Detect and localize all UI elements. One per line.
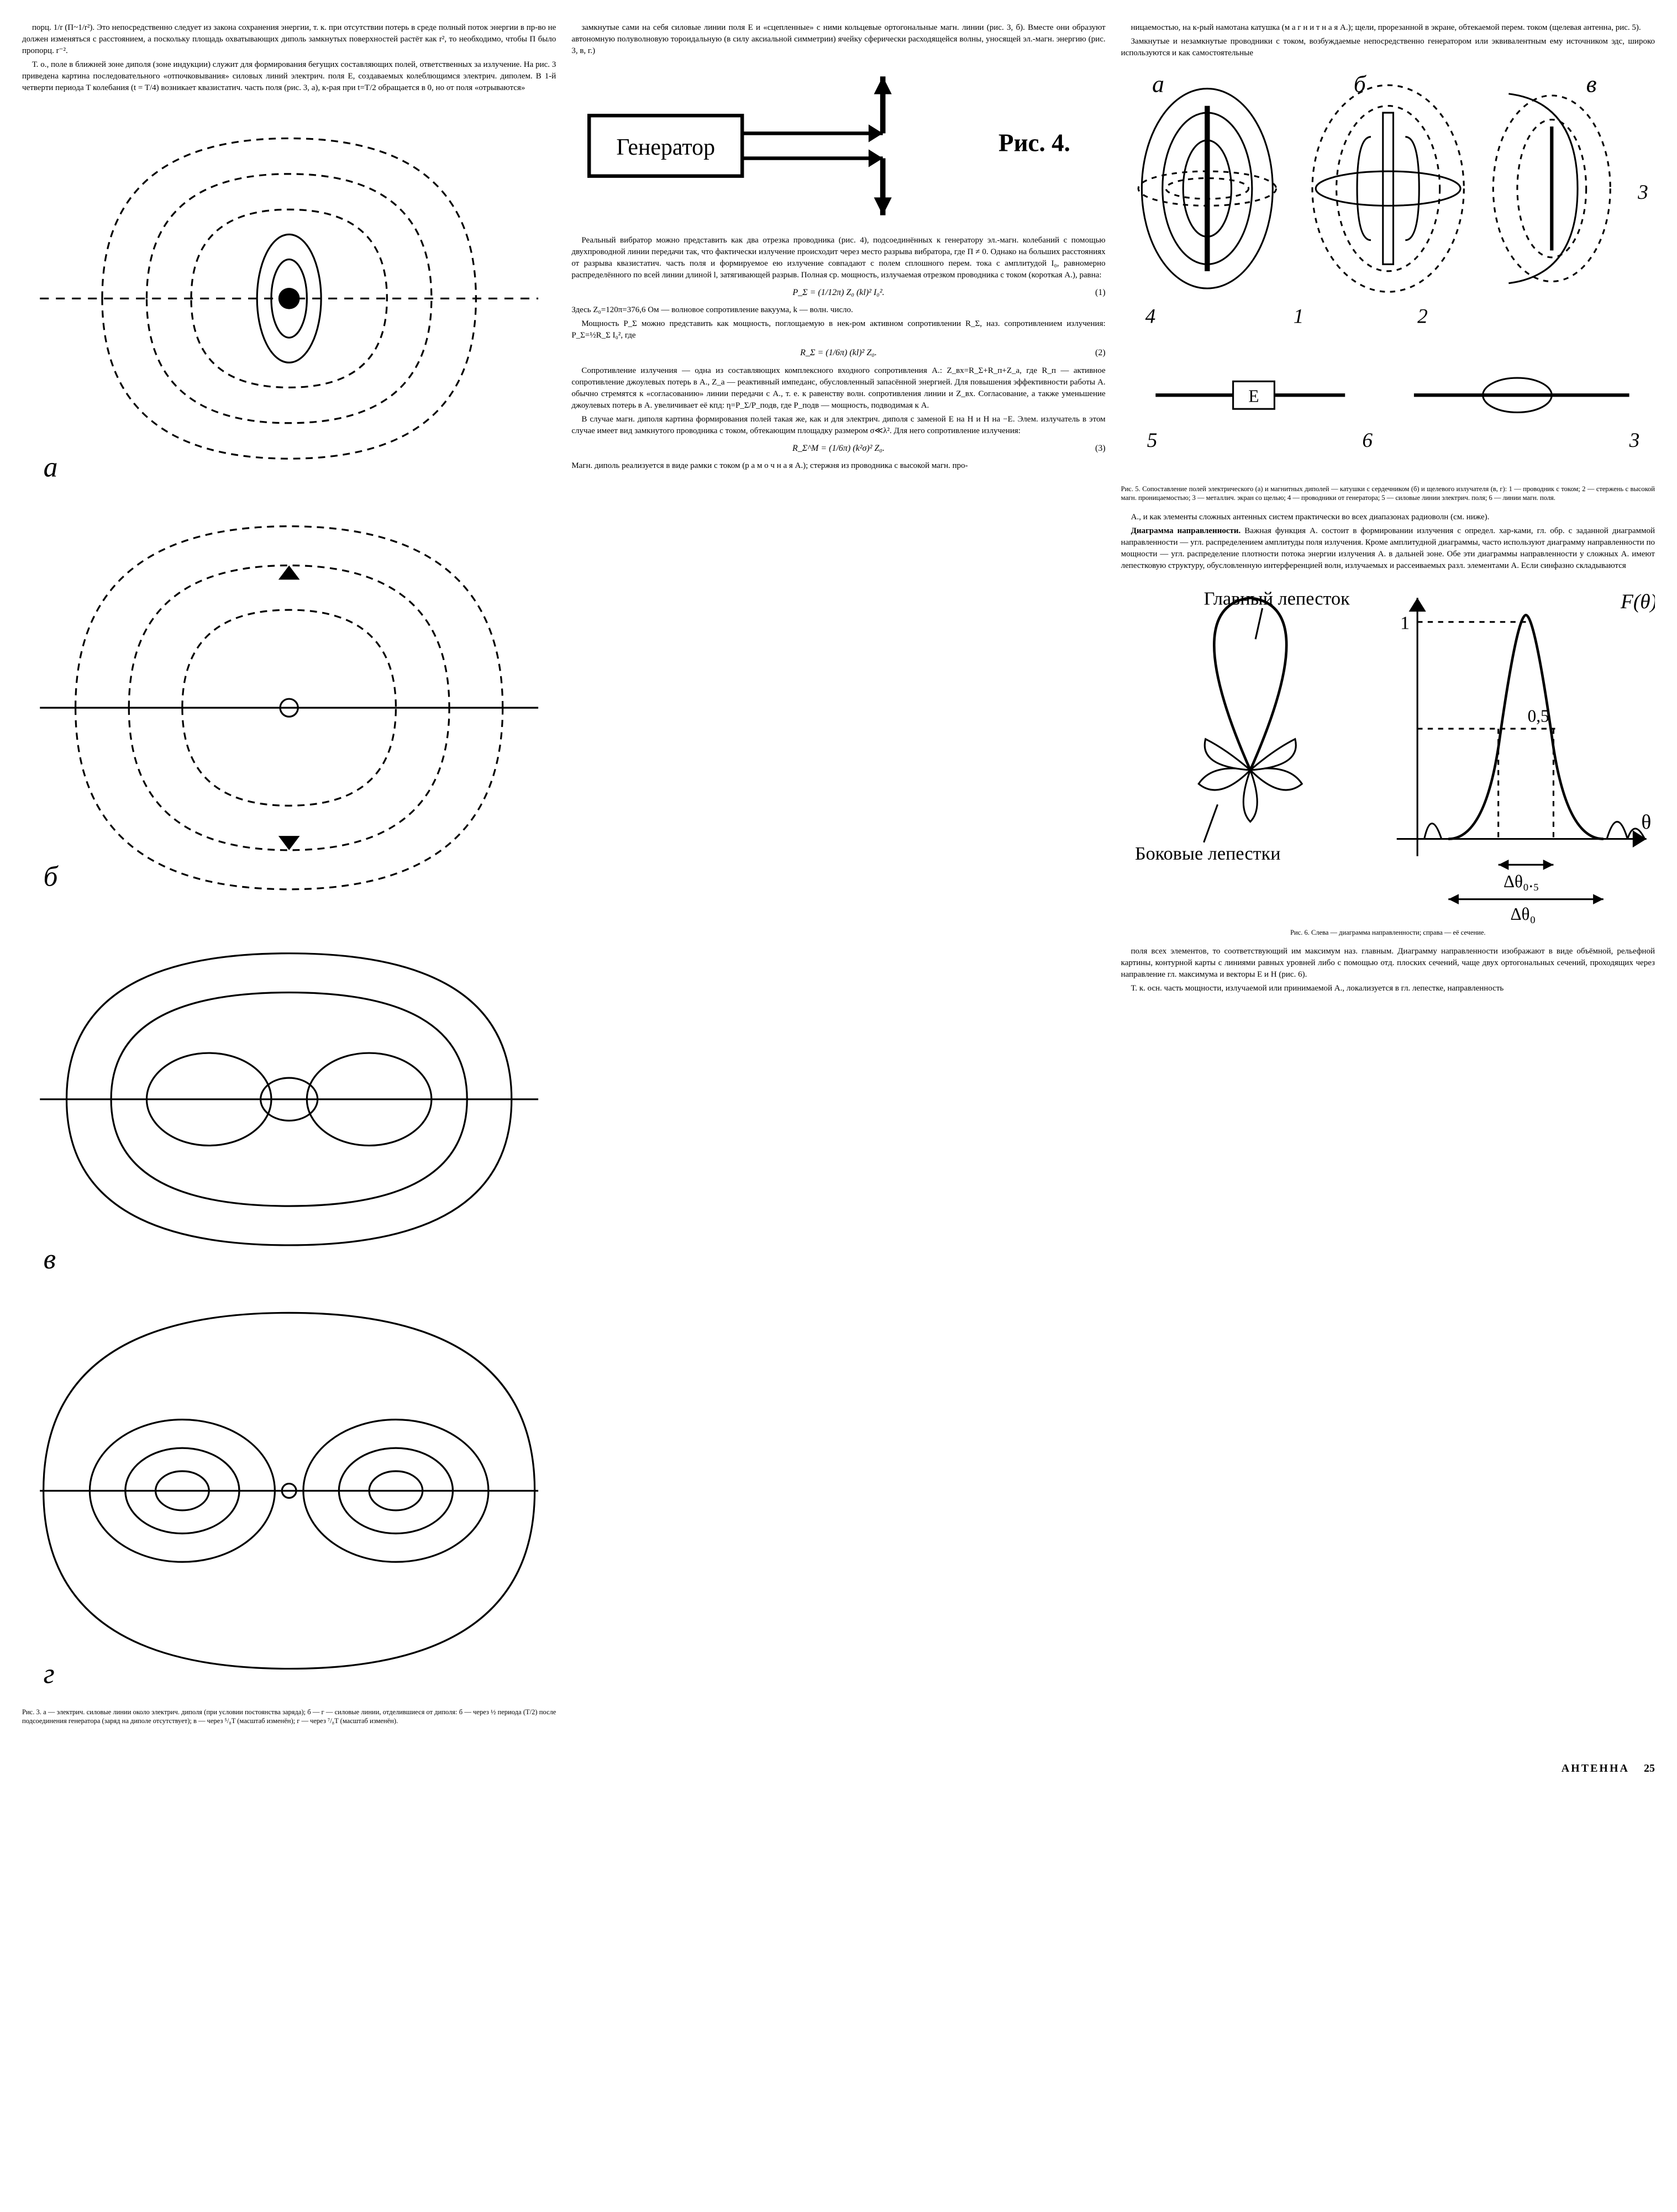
c3-p5: поля всех элементов, то соответствующий … xyxy=(1121,946,1655,981)
svg-text:3: 3 xyxy=(1628,429,1639,452)
c2-p7: Магн. диполь реализуется в виде рамки с … xyxy=(571,460,1105,472)
fig6-F-label: F(θ) xyxy=(1620,591,1655,613)
c2-p2: Реальный вибратор можно представить как … xyxy=(571,235,1105,281)
column-1: порц. 1/r (П~1/r²). Это непосредственно … xyxy=(22,22,556,1734)
svg-text:а: а xyxy=(44,451,58,483)
c3-p6: Т. к. осн. часть мощности, излучаемой ил… xyxy=(1121,983,1655,994)
eq1-body: P_Σ = (1/12π) Z₀ (kl)² I₀². xyxy=(792,288,884,297)
c1-p2: Т. о., поле в ближней зоне диполя (зоне … xyxy=(22,59,556,94)
c1-p1: порц. 1/r (П~1/r²). Это непосредственно … xyxy=(22,22,556,57)
svg-text:б: б xyxy=(44,861,59,892)
eq3-num: (3) xyxy=(1095,443,1106,455)
fig5-svg: а б в 3 xyxy=(1121,68,1655,481)
fig4-gen-label: Генератор xyxy=(617,135,716,160)
fig6-05-label: 0,5 xyxy=(1527,706,1549,725)
equation-2: R_Σ = (1/6π) (kl)² Z₀. (2) xyxy=(571,347,1105,359)
fig6-1-label: 1 xyxy=(1400,612,1410,633)
fig6-svg: Главный лепесток Боковые лепестки F(θ) θ xyxy=(1121,581,1655,925)
svg-text:б: б xyxy=(1353,71,1366,98)
svg-text:3: 3 xyxy=(1637,181,1648,204)
fig6-d05-label: Δθ₀.₅ xyxy=(1503,871,1539,891)
svg-text:2: 2 xyxy=(1417,305,1428,328)
fig5-caption: Рис. 5. Сопоставление полей электрическо… xyxy=(1121,484,1655,503)
fig3-caption: Рис. 3. а — электрич. силовые линии окол… xyxy=(22,1708,556,1726)
fig6-caption: Рис. 6. Слева — диаграмма направленности… xyxy=(1121,928,1655,937)
column-3: ницаемостью, на к-рый намотана катушка (… xyxy=(1121,22,1655,1734)
svg-text:6: 6 xyxy=(1362,429,1373,452)
c2-p4: Мощность P_Σ можно представить как мощно… xyxy=(571,318,1105,341)
svg-text:а: а xyxy=(1152,71,1164,98)
svg-text:в: в xyxy=(44,1244,56,1275)
svg-text:в: в xyxy=(1586,71,1596,98)
column-2: замкнутые сами на себя силовые линии пол… xyxy=(571,22,1105,1734)
svg-text:5: 5 xyxy=(1147,429,1157,452)
figure-6: Главный лепесток Боковые лепестки F(θ) θ xyxy=(1121,581,1655,938)
page: порц. 1/r (П~1/r²). Это непосредственно … xyxy=(22,22,1655,1776)
eq2-num: (2) xyxy=(1095,347,1106,359)
c3-p3: А., и как элементы сложных антенных сист… xyxy=(1121,512,1655,523)
fig3-svg: а б xyxy=(22,103,556,1704)
svg-text:г: г xyxy=(44,1658,55,1689)
svg-text:E: E xyxy=(1248,387,1259,406)
fig4-svg: Генератор Рис. 4. xyxy=(571,66,1105,226)
svg-text:4: 4 xyxy=(1145,305,1155,328)
c2-p5: Сопротивление излучения — одна из состав… xyxy=(571,365,1105,412)
eq1-num: (1) xyxy=(1095,287,1106,299)
c3-p2: Замкнутые и незамкнутые проводники с ток… xyxy=(1121,36,1655,59)
c2-p6: В случае магн. диполя картина формирован… xyxy=(571,414,1105,437)
page-number: 25 xyxy=(1644,1762,1655,1774)
c3-p1: ницаемостью, на к-рый намотана катушка (… xyxy=(1121,22,1655,34)
c2-p1: замкнутые сами на себя силовые линии пол… xyxy=(571,22,1105,57)
eq3-body: R_Σ^M = (1/6π) (k²σ)² Z₀. xyxy=(792,444,885,453)
page-footer: АНТЕННА 25 xyxy=(1121,1761,1655,1776)
eq2-body: R_Σ = (1/6π) (kl)² Z₀. xyxy=(800,348,877,357)
figure-4: Генератор Рис. 4. xyxy=(571,66,1105,226)
c3-p4-head: Диаграмма направленности. xyxy=(1131,526,1241,535)
fig6-main-lobe-label: Главный лепесток xyxy=(1203,588,1350,609)
fig4-label: Рис. 4. xyxy=(998,129,1070,157)
svg-text:1: 1 xyxy=(1293,305,1303,328)
c3-p4: Диаграмма направленности. Важная функция… xyxy=(1121,525,1655,572)
fig6-d0-label: Δθ₀ xyxy=(1510,904,1536,924)
c2-p3: Здесь Z₀=120π=376,6 Ом — волновое сопрот… xyxy=(571,304,1105,316)
article-word: АНТЕННА xyxy=(1562,1762,1629,1774)
fig6-side-lobes-label: Боковые лепестки xyxy=(1135,843,1281,864)
figure-3: а б xyxy=(22,103,556,1725)
figure-5: а б в 3 xyxy=(1121,68,1655,503)
fig6-theta-label: θ xyxy=(1641,811,1651,834)
equation-1: P_Σ = (1/12π) Z₀ (kl)² I₀². (1) xyxy=(571,287,1105,299)
equation-3: R_Σ^M = (1/6π) (k²σ)² Z₀. (3) xyxy=(571,443,1105,455)
